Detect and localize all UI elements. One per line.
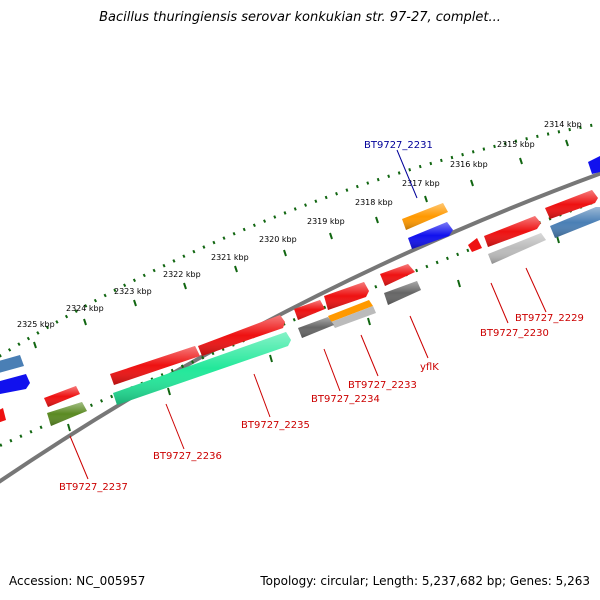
gene-features[interactable] bbox=[0, 156, 600, 426]
kbp-label-2325: 2325 kbp bbox=[17, 320, 55, 329]
outer-tick-track bbox=[0, 122, 600, 358]
kbp-labels: 2314 kbp 2315 kbp 2316 kbp 2317 kbp 2318… bbox=[17, 120, 582, 329]
gene-label-bt9727-2231[interactable]: BT9727_2231 bbox=[364, 140, 433, 151]
label-leaders bbox=[69, 149, 547, 480]
kbp-label-2314: 2314 kbp bbox=[544, 120, 582, 129]
gene-shading bbox=[44, 190, 600, 426]
gene-arrow[interactable] bbox=[0, 355, 24, 374]
genome-summary: Topology: circular; Length: 5,237,682 bp… bbox=[260, 574, 590, 588]
gene-label-bt9727-2233[interactable]: BT9727_2233 bbox=[348, 380, 417, 391]
gene-labels: BT9727_2231 BT9727_2229 BT9727_2230 yflK… bbox=[59, 140, 584, 493]
gene-label-bt9727-2230[interactable]: BT9727_2230 bbox=[480, 328, 549, 339]
gene-arrow[interactable] bbox=[331, 306, 376, 328]
gene-label-bt9727-2237[interactable]: BT9727_2237 bbox=[59, 482, 128, 493]
gene-arrow[interactable] bbox=[0, 408, 6, 424]
genome-backbone bbox=[0, 171, 600, 484]
kbp-label-2320: 2320 kbp bbox=[259, 235, 297, 244]
kbp-label-2319: 2319 kbp bbox=[307, 217, 345, 226]
gene-label-yflk[interactable]: yflK bbox=[420, 362, 439, 373]
kbp-label-2318: 2318 kbp bbox=[355, 198, 393, 207]
gene-label-bt9727-2229[interactable]: BT9727_2229 bbox=[515, 313, 584, 324]
kbp-label-2323: 2323 kbp bbox=[114, 287, 152, 296]
major-ticks bbox=[33, 139, 569, 432]
kbp-label-2324: 2324 kbp bbox=[66, 304, 104, 313]
gene-arrow[interactable] bbox=[588, 156, 600, 174]
gene-arrow[interactable] bbox=[328, 300, 373, 322]
map-title: Bacillus thuringiensis serovar konkukian… bbox=[99, 10, 501, 25]
accession-text: Accession: NC_005957 bbox=[9, 574, 146, 588]
gene-arrow[interactable] bbox=[0, 374, 30, 394]
kbp-label-2315: 2315 kbp bbox=[497, 140, 535, 149]
gene-label-bt9727-2234[interactable]: BT9727_2234 bbox=[311, 394, 380, 405]
gene-label-bt9727-2236[interactable]: BT9727_2236 bbox=[153, 451, 222, 462]
kbp-label-2322: 2322 kbp bbox=[163, 270, 201, 279]
gene-label-bt9727-2235[interactable]: BT9727_2235 bbox=[241, 420, 310, 431]
kbp-label-2317: 2317 kbp bbox=[402, 179, 440, 188]
gene-arrow[interactable] bbox=[468, 238, 482, 252]
kbp-label-2316: 2316 kbp bbox=[450, 160, 488, 169]
kbp-label-2321: 2321 kbp bbox=[211, 253, 249, 262]
